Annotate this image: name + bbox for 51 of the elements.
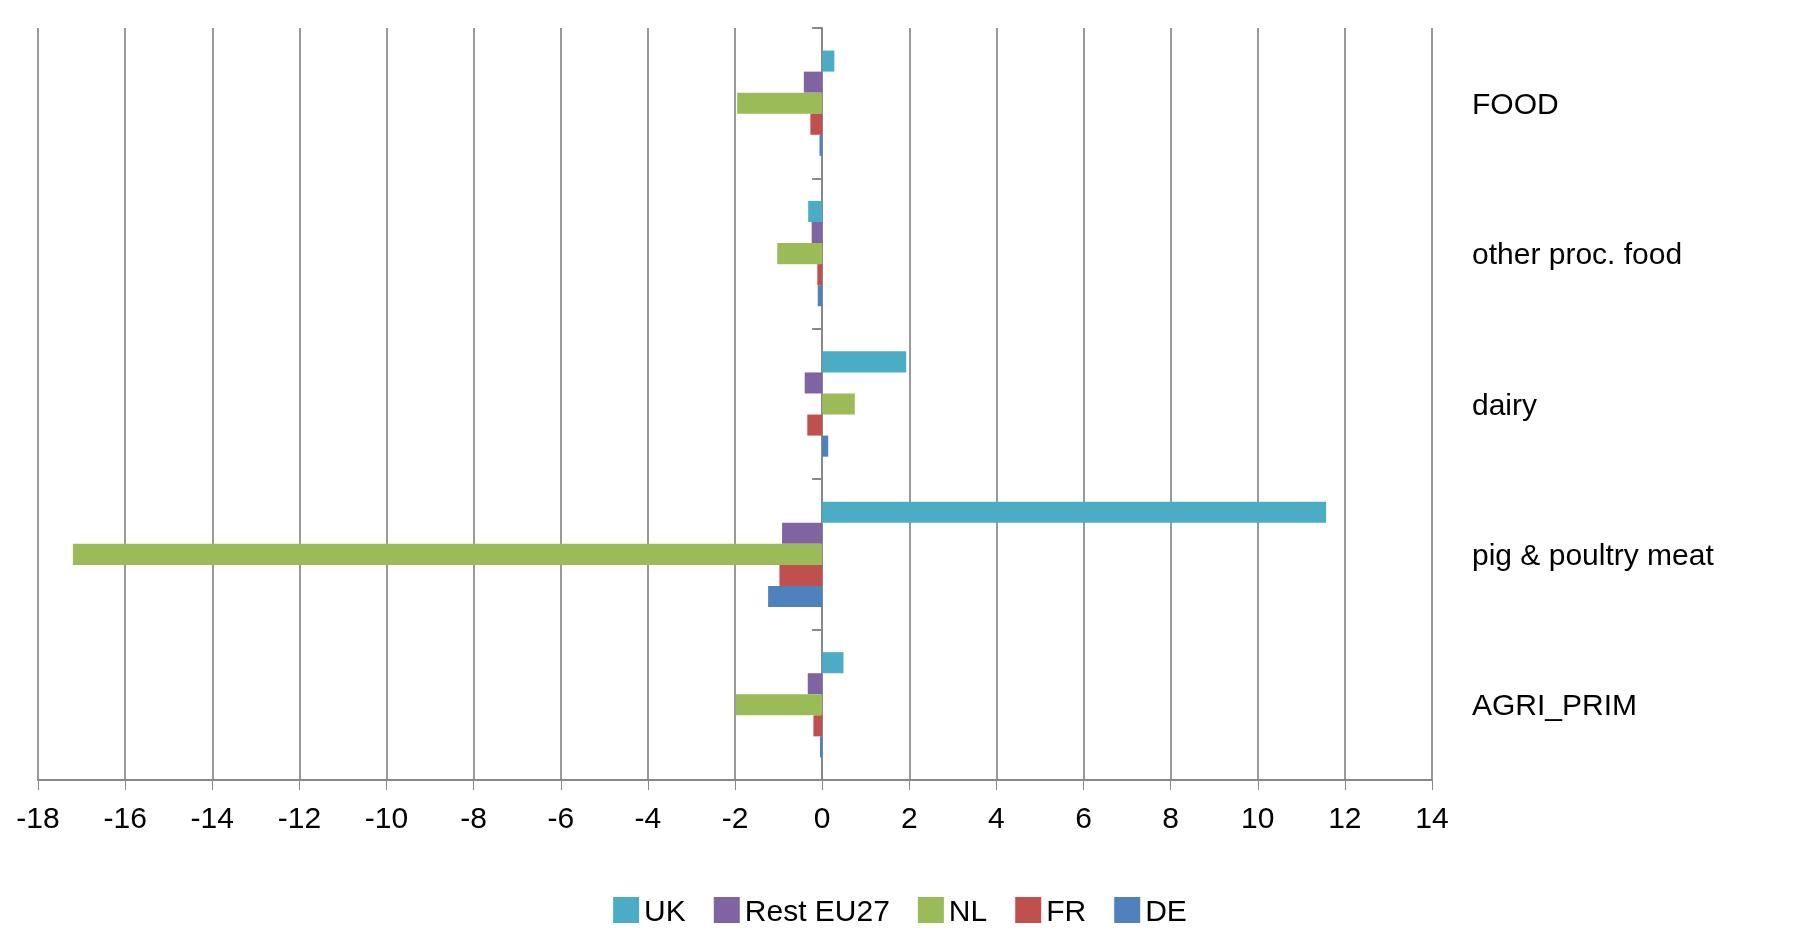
bar	[813, 715, 823, 737]
bar	[72, 543, 823, 565]
x-tick-label: -10	[364, 800, 409, 834]
legend-label: Rest EU27	[744, 893, 890, 927]
x-tick-label: -16	[103, 800, 147, 834]
x-tick-label: 10	[1241, 800, 1275, 834]
legend-label: NL	[948, 893, 988, 927]
bar	[822, 393, 855, 415]
x-tick-label: 8	[1162, 800, 1179, 834]
legend-label: UK	[644, 893, 686, 927]
bar	[808, 200, 823, 223]
bar	[807, 673, 823, 695]
bar	[777, 243, 823, 265]
bar	[810, 113, 823, 135]
bar	[817, 264, 823, 286]
x-tick-label: 6	[1075, 800, 1092, 834]
bar	[735, 694, 823, 716]
x-tick-label: -14	[190, 800, 234, 834]
x-tick-label: -18	[16, 800, 60, 834]
x-tick-label: 14	[1415, 800, 1449, 834]
x-tick-label: 0	[813, 800, 831, 834]
x-tick-label: 12	[1328, 800, 1362, 834]
x-tick-label: -6	[547, 800, 575, 834]
y-tick-label: pig & poultry meat	[1472, 537, 1715, 571]
bar	[804, 372, 823, 394]
x-tick-label: -8	[460, 800, 487, 834]
bar	[803, 71, 823, 93]
bar	[822, 351, 907, 373]
x-tick-label: -12	[277, 800, 322, 834]
bar	[817, 285, 823, 307]
y-tick-label: FOOD	[1472, 86, 1559, 120]
x-tick-label: 2	[900, 800, 918, 834]
bar	[822, 501, 1327, 523]
bar	[822, 435, 829, 457]
x-tick-label: 4	[988, 800, 1005, 834]
x-tick-label: -2	[721, 800, 749, 834]
bar	[822, 50, 835, 72]
bar	[768, 585, 823, 608]
bar	[822, 652, 844, 674]
bar	[807, 414, 823, 436]
y-tick-label: other proc. food	[1472, 237, 1683, 271]
x-tick-label: -4	[634, 800, 662, 834]
legend-label: FR	[1046, 893, 1087, 927]
y-tick-label: dairy	[1472, 387, 1538, 421]
bar	[811, 222, 823, 244]
y-tick-label: AGRI_PRIM	[1472, 688, 1638, 722]
bar	[779, 564, 823, 586]
bar	[782, 522, 823, 544]
legend-label: DE	[1145, 893, 1187, 927]
bar	[819, 736, 823, 758]
bar	[737, 92, 823, 114]
